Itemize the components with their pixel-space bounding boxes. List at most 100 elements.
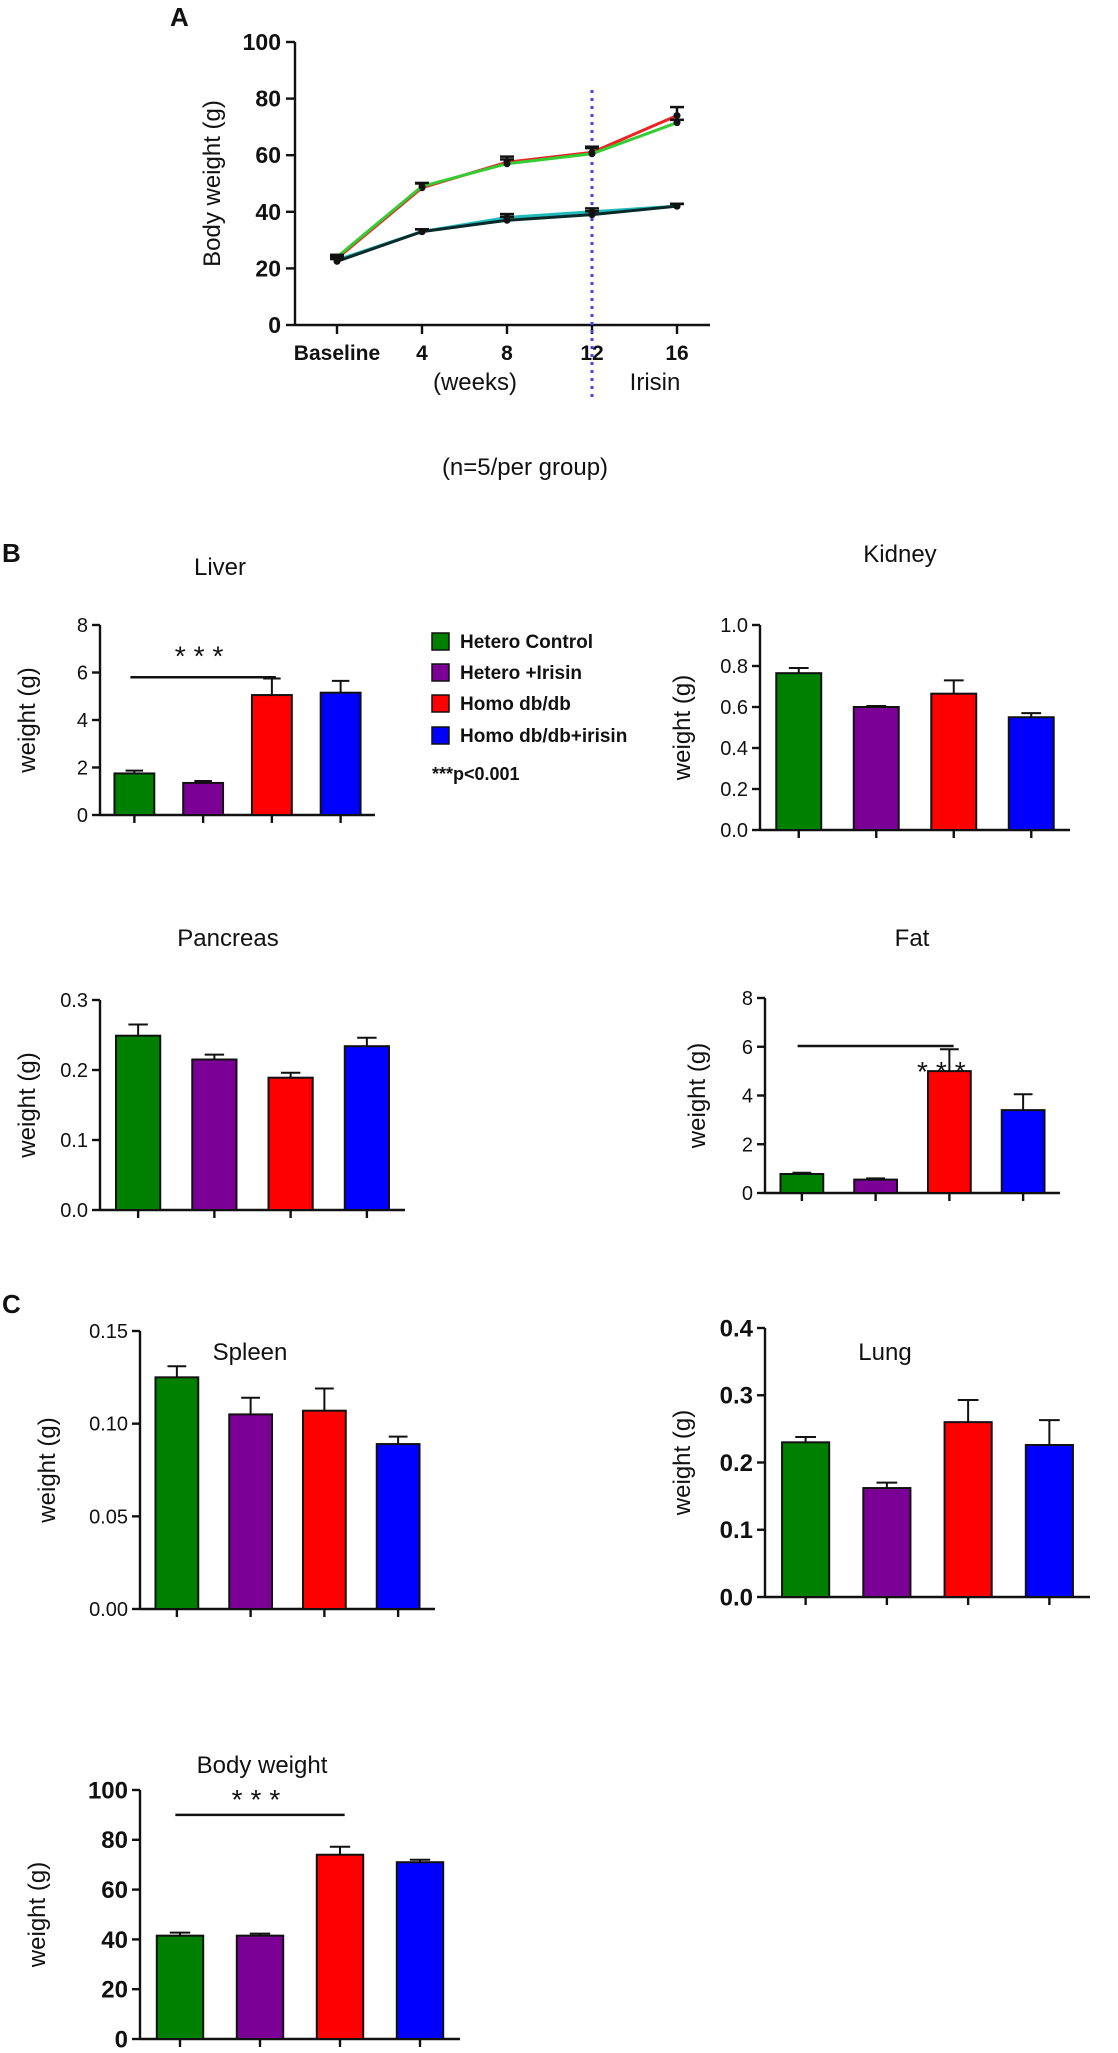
- legend-swatch-homo-dbdb: [431, 694, 450, 713]
- y-tick-label: 0.6: [720, 697, 748, 719]
- bar: [235, 1934, 285, 2041]
- legend-label-hetero-control: Hetero Control: [460, 632, 593, 653]
- data-point: [418, 228, 426, 236]
- data-point: [588, 150, 596, 158]
- y-tick-label: 6: [742, 1037, 753, 1059]
- bar: [191, 1058, 238, 1211]
- data-point: [418, 182, 426, 190]
- y-tick-label: 80: [255, 86, 281, 112]
- y-tick-label: 0: [268, 312, 281, 338]
- y-tick-label: 0.3: [720, 1383, 753, 1410]
- significance-stars: ***: [232, 1784, 289, 1815]
- y-axis-label: Body weight (g): [199, 100, 226, 267]
- data-point: [333, 253, 341, 261]
- bar: [853, 1178, 899, 1194]
- bar: [182, 781, 225, 816]
- bar: [1000, 1109, 1046, 1194]
- y-tick-label: 0.10: [89, 1414, 128, 1436]
- y-tick-label: 1.0: [720, 615, 748, 637]
- y-tick-label: 0.0: [60, 1200, 88, 1222]
- bar: [267, 1076, 314, 1211]
- y-tick-label: 6: [77, 663, 88, 685]
- data-point: [673, 112, 681, 120]
- y-tick-label: 8: [77, 615, 88, 637]
- y-tick-label: 0.05: [89, 1506, 128, 1528]
- y-tick-label: 20: [101, 1977, 128, 2004]
- bar: [852, 706, 900, 831]
- x-tick-label: 16: [665, 342, 688, 365]
- x-tick-label: 12: [580, 342, 603, 365]
- body-weight-time-chart: 0 20 40 60 80 100 Baseline 4 8 12 16 Body weight (g…: [199, 29, 710, 481]
- y-tick-label: 0.0: [720, 1584, 753, 1611]
- bar: [779, 1172, 825, 1195]
- y-tick-label: 0.4: [720, 738, 748, 760]
- y-tick-label: 40: [255, 199, 281, 225]
- y-tick-label: 4: [742, 1086, 753, 1108]
- y-axis-label: weight (g): [14, 667, 41, 773]
- y-tick-label: 0.4: [720, 1315, 754, 1342]
- y-axis-label: weight (g): [14, 1052, 41, 1158]
- bar: [228, 1413, 274, 1611]
- x-tick-label: 8: [501, 342, 513, 365]
- y-tick-label: 8: [742, 988, 753, 1010]
- chart-title: Lung: [858, 1339, 911, 1366]
- y-tick-label: 0.1: [720, 1517, 753, 1544]
- pancreas-chart: Pancreas weight (g) 0.0 0.1 0.2 0.3: [14, 925, 405, 1222]
- series-line: [336, 121, 678, 259]
- liver-chart: Liver weight (g) 0 2 4 6 8 ***: [14, 554, 375, 827]
- data-point: [673, 202, 681, 210]
- bar: [395, 1861, 445, 2040]
- data-point: [588, 211, 596, 219]
- panel-label-c: C: [2, 1289, 21, 1319]
- legend-label-homo-dbdb: Homo db/db: [460, 694, 571, 715]
- bar: [113, 772, 156, 816]
- y-tick-label: 60: [255, 142, 281, 168]
- y-tick-label: 100: [243, 29, 281, 55]
- y-tick-label: 0.15: [89, 1321, 128, 1343]
- y-tick-label: 0.2: [60, 1060, 88, 1082]
- y-tick-label: 0.8: [720, 656, 748, 678]
- panel-label-a: A: [170, 2, 189, 32]
- chart-title: Liver: [194, 554, 246, 581]
- bar: [301, 1409, 347, 1611]
- bar: [930, 692, 978, 831]
- bar: [775, 672, 823, 831]
- fat-chart: Fat weight (g) 0 2 4 6 8 ***: [684, 925, 1060, 1205]
- chart-title: Fat: [895, 925, 930, 952]
- legend-label-hetero-irisin: Hetero +Irisin: [460, 663, 582, 684]
- y-tick-label: 0.00: [89, 1599, 128, 1621]
- x-axis-label: (weeks): [433, 369, 517, 396]
- y-tick-label: 80: [101, 1827, 128, 1854]
- y-tick-label: 0: [742, 1183, 753, 1205]
- bar: [1024, 1444, 1074, 1599]
- bar: [115, 1034, 162, 1211]
- bar: [375, 1443, 421, 1611]
- y-tick-label: 0: [77, 805, 88, 827]
- y-axis-label: weight (g): [669, 1410, 696, 1516]
- y-tick-label: 20: [255, 255, 281, 281]
- bar: [155, 1934, 205, 2041]
- x-tick-label: 4: [416, 342, 428, 365]
- bar: [250, 694, 293, 816]
- y-tick-label: 4: [77, 710, 88, 732]
- legend: Hetero Control Hetero +Irisin Homo db/db…: [431, 632, 627, 784]
- irisin-label: Irisin: [630, 369, 681, 396]
- y-axis-label: weight (g): [669, 675, 696, 781]
- y-axis-label: weight (g): [34, 1417, 61, 1523]
- kidney-chart: Kidney weight (g) 0.0 0.2 0.4 0.6 0.8 1.0: [669, 541, 1070, 842]
- body-weight-bar-chart: Body weight weight (g) 0 20 40 60 80 100 ***: [24, 1752, 460, 2053]
- bar: [154, 1376, 200, 1611]
- y-axis-label: weight (g): [684, 1043, 711, 1149]
- y-tick-label: 2: [77, 758, 88, 780]
- data-point: [673, 119, 681, 127]
- x-tick-label: Baseline: [294, 342, 380, 365]
- chart-title: Kidney: [863, 541, 936, 568]
- y-tick-label: 40: [101, 1927, 128, 1954]
- chart-title: Body weight: [197, 1752, 328, 1779]
- bar: [1007, 716, 1055, 831]
- bar: [343, 1045, 390, 1211]
- bar: [926, 1070, 972, 1194]
- y-tick-label: 60: [101, 1877, 128, 1904]
- significance-stars: ***: [175, 640, 232, 671]
- data-point: [503, 216, 511, 224]
